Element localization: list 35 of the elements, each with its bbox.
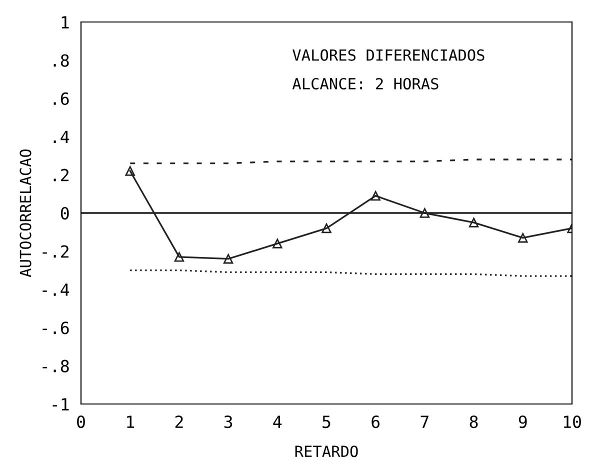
point xyxy=(322,223,332,234)
x-tick-label: 2 xyxy=(175,415,183,428)
x-tick-label: 6 xyxy=(372,415,380,428)
x-tick-label: 7 xyxy=(420,416,428,428)
point xyxy=(272,238,282,248)
point xyxy=(125,166,135,176)
y-tick-label: -.2 xyxy=(42,245,68,258)
annotation: VALORES DIFERENCIADOS xyxy=(292,49,484,61)
point xyxy=(420,208,430,218)
y-tick-label: -1 xyxy=(52,398,69,410)
y-tick-label: -.6 xyxy=(42,322,69,334)
point xyxy=(370,190,380,201)
x-tick-label: 0 xyxy=(77,415,85,428)
x-tick-label: 10 xyxy=(564,415,581,428)
x-axis-title: RETARDO xyxy=(295,446,358,458)
y-tick-label: -.8 xyxy=(42,360,69,372)
point xyxy=(174,252,184,262)
annotation: ALCANCE: 2 HORAS xyxy=(292,78,438,90)
y-axis-title: AUTOCORRELACAO xyxy=(20,149,32,278)
point xyxy=(518,232,528,243)
y-tick-label: 1 xyxy=(62,16,69,28)
y-tick-label: .6 xyxy=(54,92,69,106)
y-tick-label: 0 xyxy=(60,207,69,220)
y-tick-label: -.4 xyxy=(42,284,70,296)
y-tick-label: .4 xyxy=(54,130,70,143)
x-tick-label: 3 xyxy=(224,415,232,428)
x-tick-label: 8 xyxy=(470,415,478,428)
x-tick-label: 4 xyxy=(273,416,282,428)
x-tick-label: 5 xyxy=(322,416,330,428)
y-tick-label: .8 xyxy=(54,54,69,67)
point xyxy=(223,254,234,264)
x-tick-label: 9 xyxy=(518,415,527,428)
point xyxy=(468,218,479,228)
y-tick-label: .2 xyxy=(54,168,68,182)
x-tick-label: 1 xyxy=(127,416,134,428)
